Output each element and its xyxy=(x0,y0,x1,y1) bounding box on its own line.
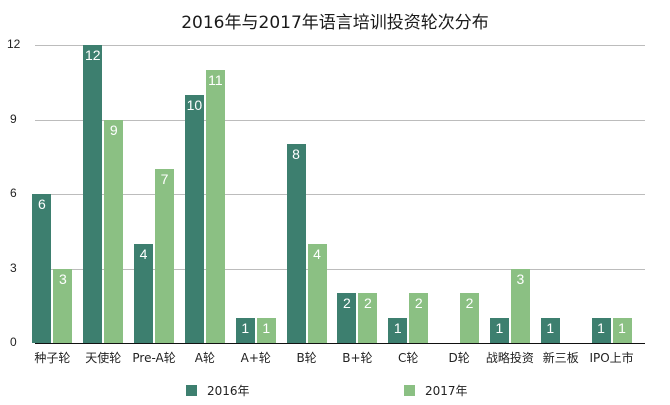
bar-value-label: 1 xyxy=(618,320,626,337)
gridline xyxy=(35,194,645,195)
bar-2016年: 1 xyxy=(591,318,611,343)
x-tick-label: 战略投资 xyxy=(485,351,534,365)
bar-2016年: 8 xyxy=(286,144,306,343)
bar-value-label: 2 xyxy=(364,295,372,312)
bar-value-label: 11 xyxy=(208,71,223,88)
bar-value-label: 3 xyxy=(59,270,67,287)
bar-2017年: 7 xyxy=(155,169,175,343)
x-tick-label: C轮 xyxy=(398,351,419,365)
x-tick-label: Pre-A轮 xyxy=(132,351,176,365)
bar-value-label: 10 xyxy=(186,96,203,113)
bar-2016年: 1 xyxy=(489,318,509,343)
bar-2017年: 2 xyxy=(460,293,480,343)
bar-value-label: 1 xyxy=(495,320,504,337)
bar-2017年: 2 xyxy=(409,293,429,343)
bar-2017年: 9 xyxy=(104,119,124,343)
bar-value-label: 3 xyxy=(516,270,525,287)
bar-value-label: 4 xyxy=(313,245,321,262)
bar-value-label: 2 xyxy=(343,295,351,312)
y-tick-label: 9 xyxy=(10,111,17,126)
y-tick-label: 3 xyxy=(10,260,17,275)
bar-2016年: 4 xyxy=(134,243,154,343)
y-tick-label: 6 xyxy=(10,186,17,200)
x-tick-label: IPO上市 xyxy=(589,351,634,365)
bar-2017年: 4 xyxy=(307,243,327,343)
chart-title: 2016年与2017年语言培训投资轮次分布 xyxy=(181,13,489,33)
bar-2017年: 11 xyxy=(205,69,225,343)
x-tick-label: 天使轮 xyxy=(85,351,122,365)
bar-2017年: 1 xyxy=(256,318,276,343)
x-tick-label: A轮 xyxy=(194,351,216,365)
bar-value-label: 9 xyxy=(109,121,118,138)
y-tick-label: 12 xyxy=(7,37,21,51)
x-tick-label: B+轮 xyxy=(342,351,373,365)
legend-swatch-icon xyxy=(404,385,415,396)
bar-2016年: 6 xyxy=(32,194,52,343)
bar-value-label: 1 xyxy=(241,320,250,337)
bar-2017年: 3 xyxy=(510,268,530,343)
x-tick-label: 种子轮 xyxy=(34,351,71,365)
x-tick-label: A+轮 xyxy=(240,351,271,365)
gridline xyxy=(35,119,645,121)
bar-value-label: 1 xyxy=(393,320,402,337)
legend-swatch-icon xyxy=(186,385,197,396)
legend-item: 2016年 xyxy=(186,382,250,399)
bar-2016年: 2 xyxy=(337,293,357,343)
bar-2016年: 1 xyxy=(235,318,255,343)
bar-value-label: 8 xyxy=(292,146,300,163)
bar-value-label: 2 xyxy=(465,295,474,312)
x-tick-label: D轮 xyxy=(448,351,470,365)
bar-2016年: 1 xyxy=(540,318,560,343)
bar-2016年: 10 xyxy=(184,94,204,343)
bar-value-label: 2 xyxy=(414,295,423,312)
legend-label: 2017年 xyxy=(425,384,468,398)
bar-value-label: 1 xyxy=(597,320,605,337)
bar-value-label: 12 xyxy=(84,47,101,63)
bar-2017年: 2 xyxy=(358,293,378,343)
x-tick-label: 新三板 xyxy=(542,351,579,365)
bar-value-label: 4 xyxy=(139,245,148,262)
legend-item: 2017年 xyxy=(404,382,468,399)
gridline xyxy=(35,268,645,270)
y-tick-label: 0 xyxy=(10,335,17,349)
bar-value-label: 1 xyxy=(546,320,555,337)
bar-2017年: 3 xyxy=(53,268,73,343)
gridline xyxy=(35,45,645,46)
plot-area: 6 3 12 9 4 7 10 11 1 1 8 4 2 2 1 2 2 1 3 1 1 1 xyxy=(32,45,645,344)
x-tick-label: B轮 xyxy=(296,351,317,365)
bar-value-label: 1 xyxy=(262,320,271,337)
legend-label: 2016年 xyxy=(207,384,250,398)
bar-value-label: 6 xyxy=(38,196,46,212)
x-axis-line xyxy=(35,342,645,344)
bar-value-label: 7 xyxy=(160,171,169,188)
bar-2016年: 12 xyxy=(83,45,103,343)
bar-2017年: 1 xyxy=(612,318,632,343)
bar-2016年: 1 xyxy=(388,318,408,343)
